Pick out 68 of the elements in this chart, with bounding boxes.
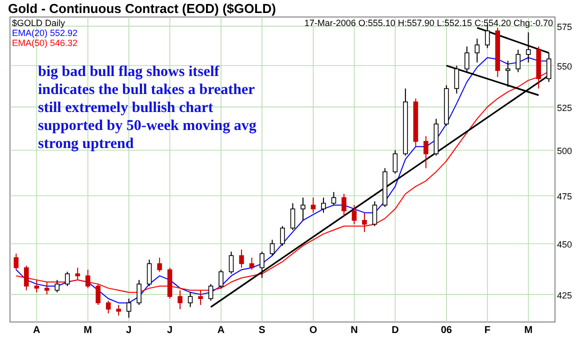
candlestick: [34, 279, 40, 293]
annotation: supported by 50-week moving avg: [38, 118, 257, 134]
annotation: indicates the bull takes a breather: [38, 82, 256, 98]
chart-title: Gold - Continuous Contract (EOD) ($GOLD): [8, 1, 276, 16]
candlestick: [146, 259, 152, 287]
y-tick-label: 550: [557, 62, 572, 72]
x-tick-label: N: [350, 325, 358, 336]
x-tick-label: J: [126, 325, 132, 336]
x-tick-label: F: [484, 325, 490, 336]
candlestick: [474, 38, 480, 63]
candlestick: [126, 298, 132, 318]
candlestick: [270, 239, 275, 256]
candlestick: [249, 257, 254, 270]
candlestick: [260, 251, 264, 278]
candlestick: [64, 271, 70, 287]
y-tick-label: 425: [557, 290, 572, 300]
candlestick: [424, 136, 428, 169]
candlestick: [54, 279, 60, 293]
candlestick: [188, 292, 193, 308]
candlestick: [208, 284, 214, 302]
x-tick-label: A: [217, 325, 225, 336]
candlestick: [178, 290, 182, 310]
x-tick-label: M: [84, 325, 92, 336]
candlestick: [372, 200, 378, 227]
candlestick: [392, 150, 398, 174]
y-tick-label: 500: [557, 146, 572, 156]
x-tick-label: M: [524, 325, 533, 336]
candlestick: [239, 249, 244, 268]
candlestick: [280, 226, 285, 246]
candlestick: [106, 300, 111, 314]
candlestick: [228, 251, 234, 274]
candlestick: [321, 197, 326, 214]
x-tick-label: J: [167, 325, 173, 336]
candlestick: [290, 202, 296, 231]
candlestick: [198, 290, 203, 306]
candlestick: [136, 279, 142, 306]
chart-subtitle: $GOLD Daily: [12, 18, 66, 28]
candlestick: [116, 304, 121, 316]
annotation: strong uptrend: [38, 136, 134, 152]
candlestick: [516, 49, 521, 73]
candlestick: [331, 192, 336, 206]
candlestick: [24, 265, 29, 291]
annotation: still extremely bullish chart: [38, 100, 214, 116]
y-tick-label: 575: [557, 22, 572, 32]
x-tick-label: D: [392, 325, 399, 336]
y-tick-label: 475: [557, 192, 572, 202]
candlestick: [342, 193, 346, 218]
candlestick: [157, 257, 162, 272]
text: EMA(20) 552.92: [12, 28, 78, 38]
annotation: 17-Mar-2006 O:555.10 H:557.90 L:552.15 C:554.20 Chg:-0.70: [304, 18, 553, 28]
candlestick: [96, 284, 100, 306]
candlestick: [14, 253, 19, 270]
y-tick-label: 450: [557, 240, 572, 250]
x-tick-label: S: [258, 325, 266, 336]
candlestick: [352, 204, 357, 225]
y-tick-label: 525: [557, 102, 572, 113]
annotation: big bad bull flag shows itself: [38, 64, 220, 80]
candlestick: [362, 212, 367, 232]
x-tick-label: O: [309, 325, 318, 336]
text: EMA(50) 546.32: [12, 38, 78, 48]
x-tick-label: A: [33, 325, 40, 336]
candlestick: [218, 269, 224, 289]
candlestick: [75, 267, 80, 280]
candlestick: [310, 197, 316, 214]
candlestick: [300, 197, 306, 221]
candlestick: [44, 281, 50, 295]
x-tick-label: 06: [440, 325, 452, 336]
candlestick: [85, 269, 90, 289]
